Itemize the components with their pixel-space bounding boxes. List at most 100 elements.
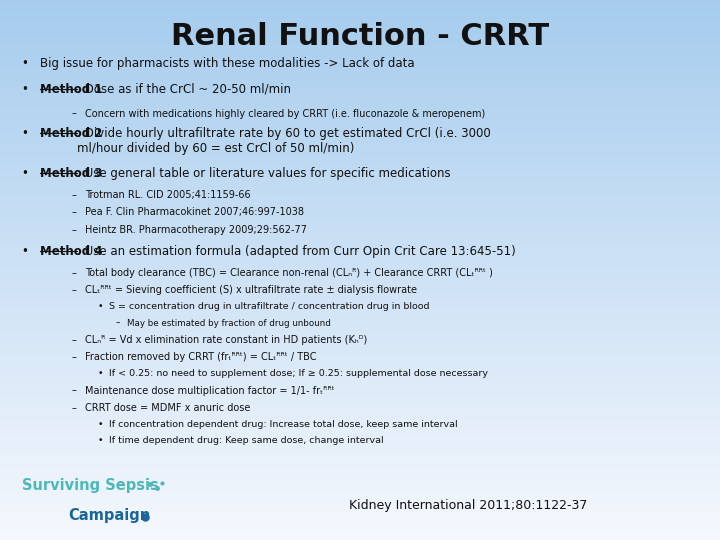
Bar: [0, 416, 720, 418]
Bar: [0, 43, 720, 46]
Bar: [0, 19, 720, 22]
Bar: [0, 319, 720, 321]
Bar: [0, 232, 720, 235]
Bar: [0, 383, 720, 386]
Bar: [0, 348, 720, 351]
Bar: [0, 392, 720, 394]
Bar: [0, 502, 720, 505]
Bar: [0, 421, 720, 424]
Text: : Divide hourly ultrafiltrate rate by 60 to get estimated CrCl (i.e. 3000
ml/hou: : Divide hourly ultrafiltrate rate by 60…: [77, 127, 491, 155]
Bar: [0, 248, 720, 251]
Text: If < 0.25: no need to supplement dose; If ≥ 0.25: supplemental dose necessary: If < 0.25: no need to supplement dose; I…: [109, 369, 488, 379]
Bar: [0, 451, 720, 454]
Text: –: –: [72, 403, 77, 413]
Bar: [0, 154, 720, 157]
Bar: [0, 111, 720, 113]
Bar: [0, 184, 720, 186]
Text: Pea F. Clin Pharmacokinet 2007;46:997-1038: Pea F. Clin Pharmacokinet 2007;46:997-10…: [85, 207, 304, 218]
Bar: [0, 410, 720, 413]
Text: S = concentration drug in ultrafiltrate / concentration drug in blood: S = concentration drug in ultrafiltrate …: [109, 302, 430, 312]
Bar: [0, 310, 720, 313]
Bar: [0, 427, 720, 429]
Text: –: –: [72, 285, 77, 295]
Bar: [0, 124, 720, 127]
Bar: [0, 54, 720, 57]
Bar: [0, 305, 720, 308]
Bar: [0, 14, 720, 16]
Bar: [0, 243, 720, 246]
Bar: [0, 340, 720, 343]
Bar: [0, 246, 720, 248]
Bar: [0, 267, 720, 270]
Text: Heintz BR. Pharmacotherapy 2009;29:562-77: Heintz BR. Pharmacotherapy 2009;29:562-7…: [85, 225, 307, 235]
Bar: [0, 351, 720, 354]
Bar: [0, 459, 720, 462]
Bar: [0, 467, 720, 470]
Bar: [0, 57, 720, 59]
Bar: [0, 138, 720, 140]
Bar: [0, 8, 720, 11]
Bar: [0, 200, 720, 202]
Bar: [0, 32, 720, 35]
Bar: [0, 135, 720, 138]
Bar: [0, 389, 720, 392]
Bar: [0, 170, 720, 173]
Bar: [0, 294, 720, 297]
Bar: [0, 97, 720, 100]
Text: CLₙᴿ = Vd x elimination rate constant in HD patients (Kₕᴰ): CLₙᴿ = Vd x elimination rate constant in…: [85, 335, 367, 345]
Bar: [0, 373, 720, 375]
Bar: [0, 105, 720, 108]
Text: •: •: [97, 420, 103, 429]
Bar: [0, 521, 720, 524]
Bar: [0, 518, 720, 521]
Bar: [0, 3, 720, 5]
Bar: [0, 165, 720, 167]
Bar: [0, 35, 720, 38]
Bar: [0, 230, 720, 232]
Bar: [0, 221, 720, 224]
Bar: [0, 418, 720, 421]
Bar: [0, 278, 720, 281]
Bar: [0, 224, 720, 227]
Bar: [0, 251, 720, 254]
Bar: [0, 194, 720, 197]
Text: Total body clearance (TBC) = Clearance non-renal (CLₙᴿ) + Clearance CRRT (CLₜᴿᴿᵗ: Total body clearance (TBC) = Clearance n…: [85, 268, 492, 278]
Text: •: •: [22, 245, 29, 258]
Bar: [0, 286, 720, 289]
Bar: [0, 454, 720, 456]
Bar: [0, 327, 720, 329]
Bar: [0, 475, 720, 478]
Bar: [0, 127, 720, 130]
Bar: [0, 5, 720, 8]
Text: If concentration dependent drug: Increase total dose, keep same interval: If concentration dependent drug: Increas…: [109, 420, 458, 429]
Text: Concern with medications highly cleared by CRRT (i.e. fluconazole & meropenem): Concern with medications highly cleared …: [85, 109, 485, 119]
Text: Campaign: Campaign: [68, 508, 150, 523]
Bar: [0, 205, 720, 208]
Bar: [0, 235, 720, 238]
Bar: [0, 400, 720, 402]
Bar: [0, 324, 720, 327]
Text: : Use general table or literature values for specific medications: : Use general table or literature values…: [77, 167, 451, 180]
Text: •: •: [22, 57, 29, 70]
Bar: [0, 216, 720, 219]
Bar: [0, 486, 720, 489]
Text: –: –: [72, 190, 77, 200]
Text: CLₜᴿᴿᵗ = Sieving coefficient (S) x ultrafiltrate rate ± dialysis flowrate: CLₜᴿᴿᵗ = Sieving coefficient (S) x ultra…: [85, 285, 417, 295]
Bar: [0, 497, 720, 500]
Bar: [0, 49, 720, 51]
Bar: [0, 535, 720, 537]
Bar: [0, 70, 720, 73]
Text: Fraction removed by CRRT (frₜᴿᴿᵗ) = CLₜᴿᴿᵗ / TBC: Fraction removed by CRRT (frₜᴿᴿᵗ) = CLₜᴿ…: [85, 352, 317, 362]
Text: Maintenance dose multiplication factor = 1/1- frₜᴿᴿᵗ: Maintenance dose multiplication factor =…: [85, 386, 335, 396]
Bar: [0, 0, 720, 3]
Bar: [0, 424, 720, 427]
Bar: [0, 481, 720, 483]
Bar: [0, 370, 720, 373]
Bar: [0, 181, 720, 184]
Bar: [0, 119, 720, 122]
Bar: [0, 402, 720, 405]
Bar: [0, 148, 720, 151]
Bar: [0, 448, 720, 451]
Bar: [0, 51, 720, 54]
Bar: [0, 329, 720, 332]
